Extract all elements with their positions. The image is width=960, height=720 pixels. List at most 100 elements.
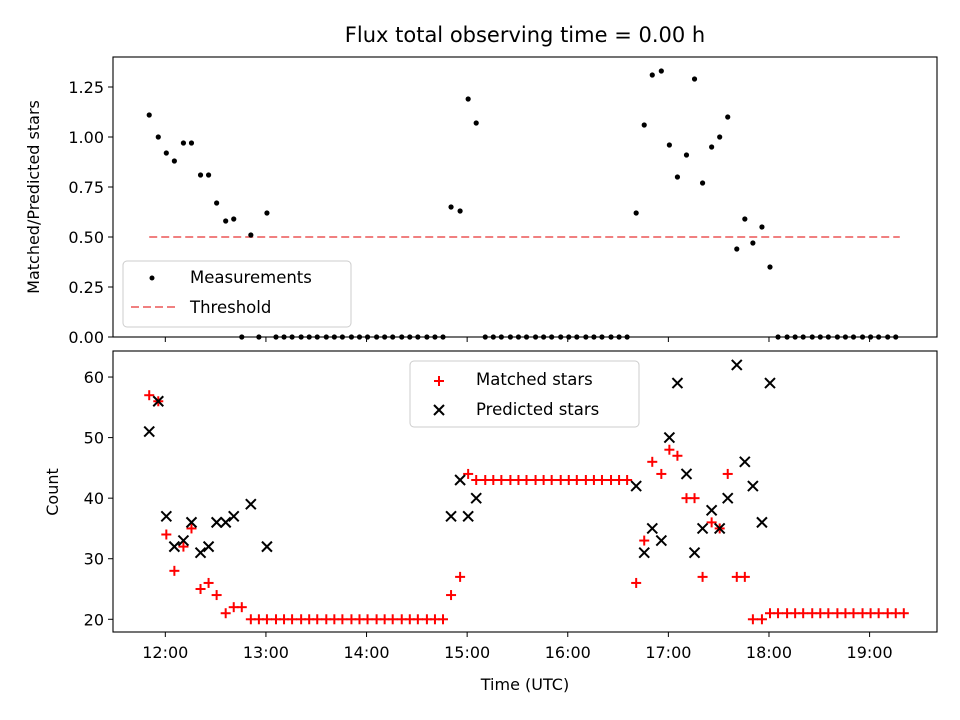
measurement-point (339, 334, 345, 340)
chart-title: Flux total observing time = 0.00 h (345, 23, 705, 47)
measurement-point (709, 144, 715, 150)
legend-measurements-marker (149, 275, 155, 281)
measurement-point (331, 334, 337, 340)
legend-predicted-label: Predicted stars (476, 400, 599, 419)
measurement-point (264, 210, 270, 216)
legend-matched-marker (434, 376, 444, 386)
measurement-point (666, 142, 672, 148)
measurement-point (515, 334, 522, 340)
matched-star-point (496, 474, 507, 485)
matched-star-point (798, 608, 809, 619)
predicted-star-point (228, 510, 240, 523)
predicted-star-point (160, 510, 173, 523)
measurement-point (465, 96, 471, 102)
predicted-star-point (261, 540, 273, 553)
measurement-point (382, 334, 388, 340)
measurement-point (498, 334, 504, 340)
predicted-star-point (663, 431, 676, 444)
top-panel: 0.00 0.25 0.50 0.75 1.00 1.25 Matched/Predict… (24, 56, 938, 347)
x-tick-label: 15:00 (444, 643, 490, 662)
matched-star-point (161, 529, 172, 540)
measurement-point (683, 152, 690, 158)
predicted-star-point (638, 546, 650, 559)
matched-star-point (848, 608, 859, 619)
predicted-star-point (462, 510, 474, 523)
predicted-star-point (680, 468, 693, 480)
measurement-point (523, 334, 530, 340)
matched-star-point (203, 577, 214, 588)
predicted-star-point (731, 359, 743, 371)
matched-star-point (689, 493, 700, 504)
matched-star-point (287, 614, 298, 625)
top-legend-box (122, 260, 352, 328)
measurement-point (800, 334, 806, 340)
measurement-point (893, 334, 899, 340)
predicted-star-point (194, 546, 207, 559)
bottom-x-ticks: 12:00 13:00 14:00 15:00 16:00 17:00 18:00 19:00 (142, 632, 893, 662)
top-y-tick-label: 1.00 (68, 128, 104, 147)
measurement-point (867, 334, 874, 340)
measurement-point (473, 120, 479, 126)
predicted-star-point (202, 540, 215, 553)
matched-star-point (639, 535, 650, 546)
predicted-stars-series (143, 359, 776, 559)
measurement-point (691, 76, 698, 82)
measurement-point (750, 240, 756, 246)
measurement-point (859, 334, 866, 340)
bottom-y-tick-label: 30 (84, 550, 104, 569)
predicted-star-point (705, 504, 718, 516)
predicted-star-point (185, 516, 198, 529)
measurement-point (566, 334, 572, 340)
measurement-point (574, 334, 580, 340)
matched-star-point (236, 602, 247, 613)
matched-star-point (337, 614, 348, 625)
predicted-star-point (696, 522, 709, 535)
predicted-star-point (454, 474, 466, 486)
predicted-star-point (764, 377, 776, 389)
measurement-point (599, 334, 605, 340)
matched-star-point (546, 474, 557, 485)
top-y-tick-label: 0.75 (68, 178, 104, 197)
matched-star-point (631, 577, 642, 588)
predicted-star-point (177, 534, 190, 547)
predicted-star-point (756, 516, 768, 529)
measurement-point (323, 334, 329, 340)
matched-star-point (169, 565, 180, 576)
predicted-star-point (747, 480, 759, 492)
top-y-tick-label: 0.25 (68, 278, 104, 297)
matched-star-point (186, 523, 197, 534)
matched-star-point (739, 571, 750, 582)
measurement-point (876, 334, 882, 340)
predicted-star-point (219, 516, 232, 529)
matched-star-point (722, 468, 733, 479)
measurement-point (205, 172, 212, 178)
predicted-star-point (671, 377, 684, 389)
predicted-star-point (630, 480, 642, 492)
measurement-point (817, 334, 823, 340)
measurement-point (373, 334, 380, 340)
bottom-y-tick-label: 40 (84, 489, 104, 508)
measurement-point (532, 334, 539, 340)
matched-star-point (697, 571, 708, 582)
predicted-star-point (245, 498, 257, 510)
matched-star-point (622, 474, 633, 485)
bottom-y-axis-label: Count (43, 468, 62, 516)
predicted-star-point (655, 534, 668, 547)
predicted-star-point (688, 546, 701, 559)
measurement-point (583, 334, 589, 340)
predicted-star-point (143, 425, 155, 438)
measurement-point (633, 210, 639, 216)
measurement-point (842, 334, 849, 340)
x-tick-label: 13:00 (243, 643, 289, 662)
measurement-point (239, 334, 245, 340)
measurement-point (281, 334, 287, 340)
measurement-point (364, 334, 371, 340)
measurement-point (742, 216, 748, 222)
predicted-star-point (713, 522, 726, 535)
measurement-point (549, 334, 555, 340)
matched-star-point (312, 614, 323, 625)
predicted-star-point (152, 395, 164, 407)
measurement-point (415, 334, 421, 340)
top-y-tick-label: 0.00 (68, 328, 104, 347)
